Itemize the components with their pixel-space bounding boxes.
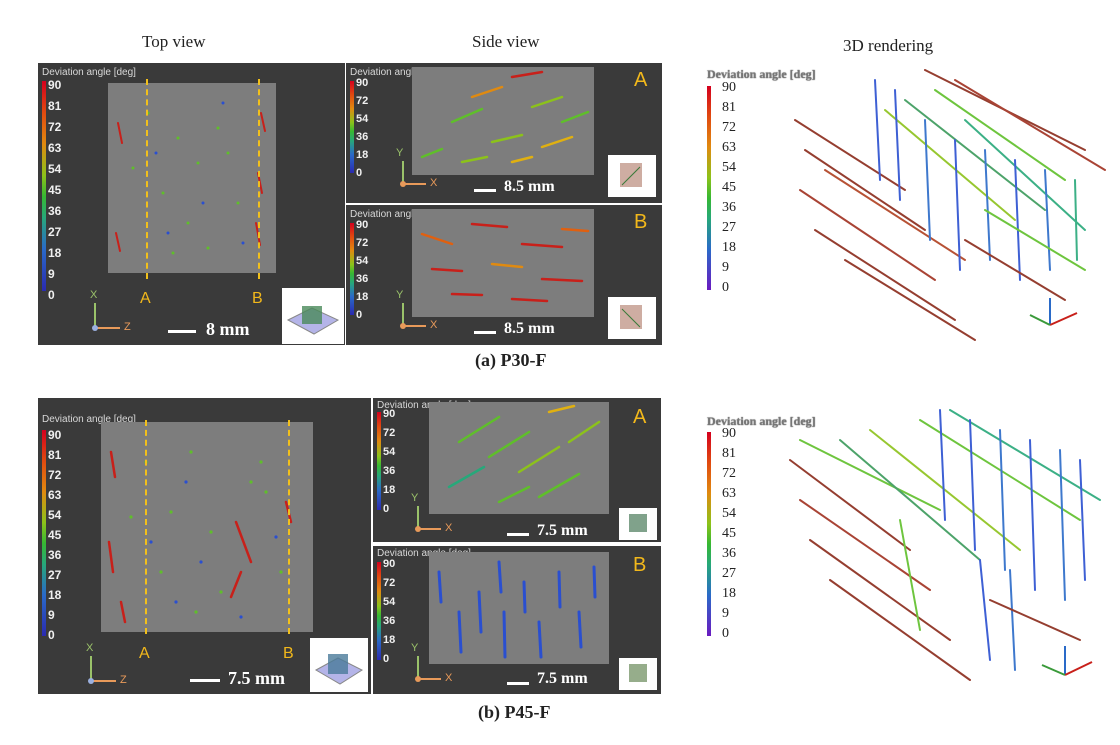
axis-z-label: Z bbox=[124, 321, 131, 333]
top-view-image bbox=[101, 422, 313, 632]
section-line-a bbox=[146, 79, 148, 279]
top-view-image bbox=[108, 83, 276, 273]
scale-label: 7.5 mm bbox=[537, 522, 588, 539]
section-line-a bbox=[145, 420, 147, 634]
orientation-thumbnail bbox=[282, 288, 344, 344]
top-view-panel-b: Deviation angle [deg] 90 81 72 63 54 45 … bbox=[38, 398, 371, 694]
caption-a: (a) P30-F bbox=[475, 350, 547, 370]
side-view-image bbox=[412, 209, 594, 317]
axis-arrows-icon bbox=[1041, 646, 1093, 676]
scale-bar bbox=[507, 682, 529, 685]
side-view-image bbox=[429, 552, 609, 664]
axis-triad: Y X bbox=[411, 642, 463, 684]
scale-label: 7.5 mm bbox=[537, 670, 588, 687]
section-label-a: A bbox=[139, 645, 150, 662]
axis-triad: Y X bbox=[411, 492, 463, 534]
scale-label: 7.5 mm bbox=[228, 668, 285, 688]
axis-z-label: Z bbox=[120, 674, 127, 686]
colorbar bbox=[350, 81, 354, 173]
colorbar-title: Deviation angle [deg] bbox=[377, 548, 471, 559]
axis-x-label: X bbox=[430, 319, 438, 331]
axis-triad: Y X bbox=[396, 289, 448, 331]
orientation-thumbnail bbox=[608, 297, 656, 339]
top-view-header: Top view bbox=[142, 32, 206, 51]
orientation-thumbnail bbox=[619, 658, 657, 690]
colorbar-title: Deviation angle [deg] bbox=[42, 67, 136, 78]
section-label-b: B bbox=[252, 290, 263, 307]
section-label-a: A bbox=[633, 406, 647, 428]
fiber-strokes bbox=[420, 222, 590, 303]
colorbar bbox=[42, 430, 46, 636]
colorbar bbox=[350, 223, 354, 315]
render-colorbar bbox=[707, 86, 711, 290]
side-view-a-panel-a: Deviation angle [deg] 90 72 54 36 18 0 A… bbox=[346, 63, 662, 203]
axis-y-label: Y bbox=[396, 147, 404, 159]
section-label-b: B bbox=[634, 211, 648, 233]
caption-b: (b) P45-F bbox=[478, 702, 551, 722]
axis-triad: X Z bbox=[90, 289, 140, 333]
scale-bar bbox=[474, 331, 496, 334]
axis-y-label: Y bbox=[411, 492, 419, 504]
section-label-a: A bbox=[634, 69, 648, 91]
axis-x-label: X bbox=[430, 177, 438, 189]
section-label-b: B bbox=[633, 554, 647, 576]
render-colorbar-title: Deviation angle [deg] bbox=[707, 67, 816, 81]
section-label-b: B bbox=[283, 645, 294, 662]
section-line-b bbox=[288, 420, 290, 634]
colorbar-title: Deviation angle [deg] bbox=[42, 414, 136, 425]
side-view-image bbox=[412, 67, 594, 175]
colorbar-title: Deviation angle [deg] bbox=[350, 209, 444, 220]
render-colorbar-title: Deviation angle [deg] bbox=[707, 414, 816, 428]
scale-label: 8.5 mm bbox=[504, 178, 555, 195]
side-view-image bbox=[429, 402, 609, 514]
axis-triad: X Z bbox=[86, 642, 136, 686]
orientation-thumbnail bbox=[608, 155, 656, 197]
scale-bar bbox=[168, 330, 196, 333]
axis-y-label: Y bbox=[396, 289, 404, 301]
axis-x-label: X bbox=[90, 289, 98, 301]
fiber-strokes bbox=[420, 70, 590, 164]
orientation-thumbnail bbox=[619, 508, 657, 540]
render-colorbar bbox=[707, 432, 711, 636]
scale-label: 8 mm bbox=[206, 319, 250, 339]
orientation-thumbnail bbox=[310, 638, 368, 692]
axis-x-label: X bbox=[445, 522, 453, 534]
fiber-strokes bbox=[447, 404, 601, 504]
axis-x-label: X bbox=[445, 672, 453, 684]
section-line-b bbox=[258, 79, 260, 279]
axis-y-label: Y bbox=[411, 642, 419, 654]
fiber-dots bbox=[107, 450, 293, 624]
side-view-a-panel-b: Deviation angle [deg] 90 72 54 36 18 0 A… bbox=[373, 398, 661, 542]
axis-arrows-icon bbox=[1029, 298, 1078, 326]
colorbar-title: Deviation angle [deg] bbox=[377, 400, 471, 411]
fiber-strokes bbox=[437, 560, 597, 659]
fiber-rendering-b bbox=[789, 409, 1101, 681]
fiber-dots bbox=[115, 101, 266, 255]
axis-x-label: X bbox=[86, 642, 94, 654]
colorbar bbox=[377, 412, 381, 510]
side-view-b-panel-a: Deviation angle [deg] 90 72 54 36 18 0 B… bbox=[346, 205, 662, 345]
scale-label: 8.5 mm bbox=[504, 320, 555, 337]
render-header: 3D rendering bbox=[843, 36, 934, 55]
side-view-b-panel-b: Deviation angle [deg] 90 72 54 36 18 0 B… bbox=[373, 546, 661, 694]
colorbar-title: Deviation angle [deg] bbox=[350, 67, 444, 78]
side-view-header: Side view bbox=[472, 32, 540, 51]
scale-bar bbox=[474, 189, 496, 192]
section-label-a: A bbox=[140, 290, 151, 307]
colorbar bbox=[377, 562, 381, 660]
axis-triad: Y X bbox=[396, 147, 448, 189]
scale-bar bbox=[190, 679, 220, 682]
scale-bar bbox=[507, 533, 529, 536]
fiber-rendering-a bbox=[794, 69, 1106, 341]
top-view-panel-a: Deviation angle [deg] 90 81 72 63 54 45 … bbox=[38, 63, 345, 345]
colorbar bbox=[42, 81, 46, 291]
